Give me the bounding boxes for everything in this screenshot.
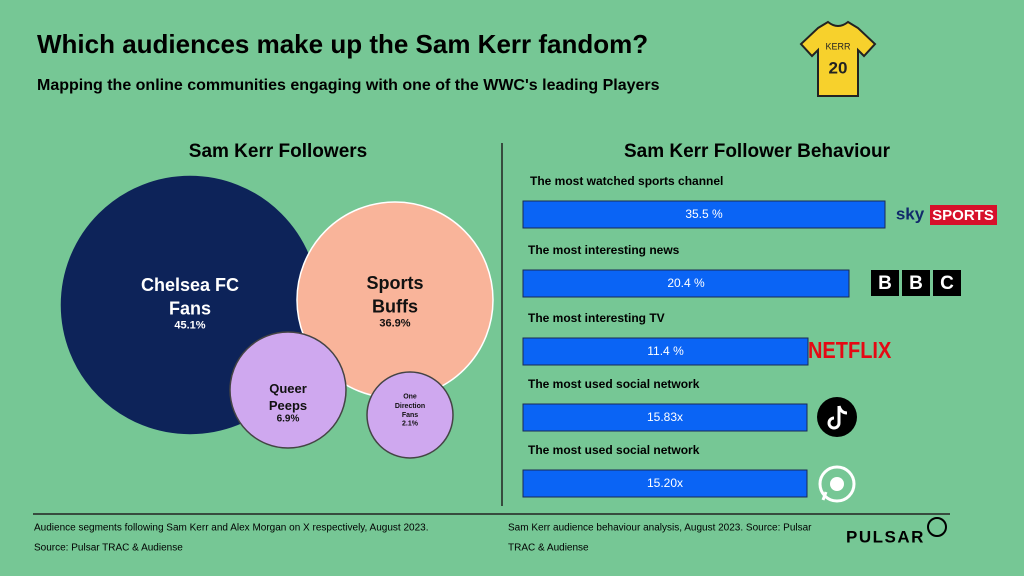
- bubble-label: Direction: [395, 403, 425, 410]
- bar: [522, 200, 886, 229]
- sky-bg: [930, 205, 997, 225]
- bbc-logo: B: [909, 273, 923, 294]
- sky-logo: SPORTS: [932, 207, 994, 224]
- row-label: The most used social network: [528, 377, 700, 391]
- row-label: The most interesting news: [528, 243, 680, 257]
- bbc-logo: C: [940, 273, 954, 294]
- bbc-box: [933, 270, 961, 296]
- bar: [522, 337, 809, 366]
- netflix-logo: NETFLIX: [808, 337, 892, 364]
- left-title: Sam Kerr Followers: [189, 141, 367, 162]
- bar-value: 15.20x: [647, 476, 683, 490]
- whatsapp-logo: [818, 465, 856, 503]
- brand-mark: [927, 517, 947, 537]
- bar: [522, 469, 808, 498]
- bars: The most watched sports channel 35.5 % The…: [522, 174, 997, 498]
- bubble-label: Fans: [169, 298, 211, 318]
- bubble-value: 45.1%: [174, 319, 205, 331]
- bbc-logo: B: [878, 273, 892, 294]
- bbc-box: [902, 270, 930, 296]
- bar: [522, 269, 850, 298]
- whatsapp-phone: [830, 477, 844, 491]
- subtitle: Mapping the online communities engaging …: [37, 77, 660, 94]
- bar-value: 15.83x: [647, 410, 683, 424]
- right-title: Sam Kerr Follower Behaviour: [624, 141, 891, 162]
- shirt: [799, 20, 877, 97]
- row-label: The most watched sports channel: [530, 174, 723, 188]
- bubble-label: Buffs: [372, 296, 418, 316]
- bubble-label: Sports: [366, 273, 423, 293]
- bubble-value: 6.9%: [277, 414, 300, 425]
- bubble-label: Chelsea FC: [141, 275, 239, 295]
- bubble-label: Peeps: [269, 398, 307, 413]
- row-label: The most used social network: [528, 443, 700, 457]
- bubble-value: 2.1%: [402, 420, 419, 427]
- title: Which audiences make up the Sam Kerr fan…: [37, 29, 648, 59]
- bubble-value: 36.9%: [379, 317, 410, 329]
- shirt-icon: KERR 20: [799, 20, 877, 97]
- bubble-label: Queer: [269, 381, 307, 396]
- footer-left-2: Source: Pulsar TRAC & Audiense: [34, 543, 183, 554]
- bubbles: Chelsea FCFans45.1%SportsBuffs36.9%Queer…: [59, 174, 494, 459]
- shirt-name: KERR: [825, 41, 851, 51]
- row-label: The most interesting TV: [528, 311, 665, 325]
- brand: PULSAR: [846, 527, 925, 546]
- footer-right-2: TRAC & Audiense: [508, 543, 589, 554]
- bar-value: 35.5 %: [685, 207, 723, 221]
- shirt-number: 20: [829, 58, 848, 77]
- bar-value: 11.4 %: [647, 344, 684, 358]
- logos: [817, 397, 857, 503]
- tiktok-logo: [817, 397, 857, 437]
- bubble: [366, 371, 454, 459]
- bbc-box: [871, 270, 899, 296]
- bubble-label: Fans: [402, 412, 418, 419]
- bar: [522, 403, 808, 432]
- bubble-label: One: [403, 394, 417, 401]
- footer-right-1: Sam Kerr audience behaviour analysis, Au…: [508, 523, 812, 534]
- footer-left-1: Audience segments following Sam Kerr and…: [34, 523, 428, 534]
- whatsapp-tail: [821, 491, 828, 501]
- bar-value: 20.4 %: [667, 276, 705, 290]
- sky-logo: sky: [896, 204, 925, 223]
- bubble: [229, 331, 347, 449]
- tiktok-glyph: [827, 405, 848, 430]
